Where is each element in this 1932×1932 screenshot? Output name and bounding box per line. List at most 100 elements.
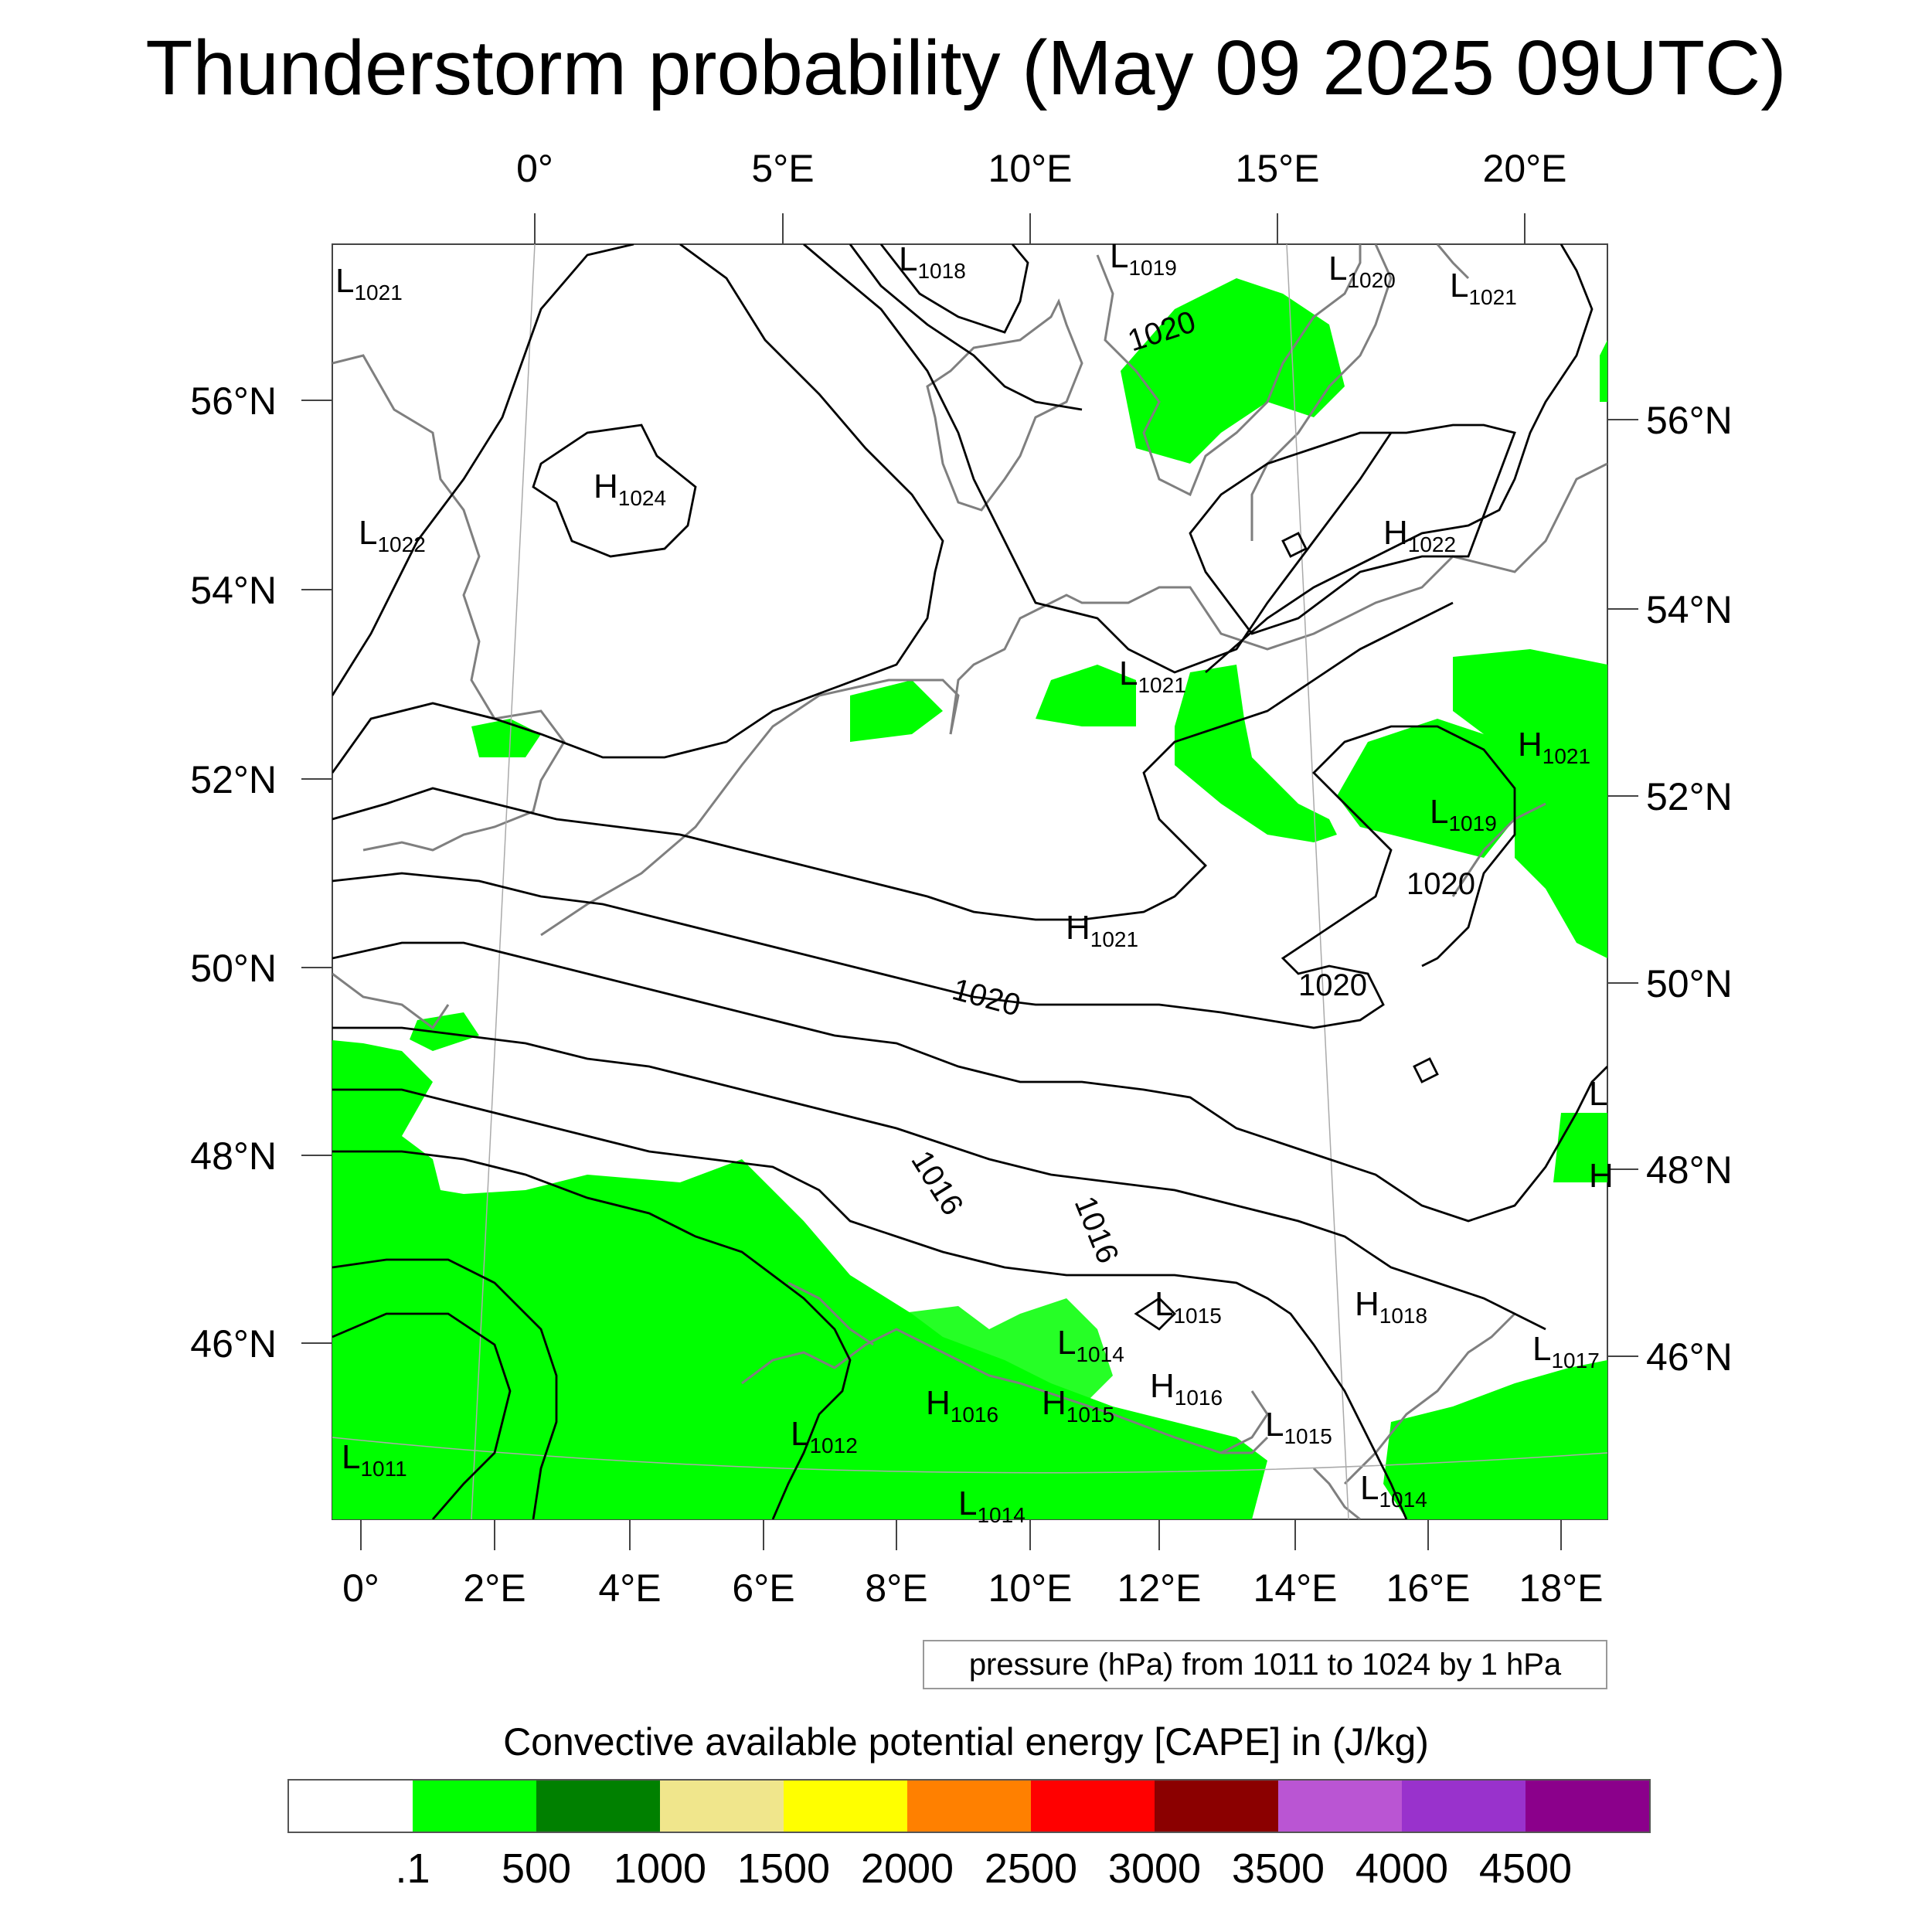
svg-text:L1015: L1015	[1265, 1406, 1332, 1448]
svg-text:L1022: L1022	[359, 514, 426, 556]
colorbar-label: 1000	[613, 1845, 707, 1892]
left-lat-label-48n: 48°N	[190, 1134, 277, 1178]
pressure-center-l1022-west: L1022	[359, 514, 426, 556]
colorbar-label: 500	[501, 1845, 572, 1892]
map-title: Thunderstorm probability (May 09 2025 09…	[145, 25, 1787, 111]
bottom-lon-label-12e: 12°E	[1117, 1566, 1202, 1610]
svg-text:H1015: H1015	[1042, 1384, 1114, 1427]
pressure-center-h-east-edge: H	[1589, 1157, 1614, 1195]
colorbar-swatch	[907, 1781, 1031, 1832]
pressure-center-l1017-se: L1017	[1532, 1330, 1600, 1372]
bottom-lon-label-4e: 4°E	[598, 1566, 661, 1610]
cape-areas	[332, 278, 1607, 1519]
svg-text:L: L	[1589, 1075, 1607, 1113]
pressure-center-h1018-east: H1018	[1355, 1285, 1427, 1328]
top-lon-label-15e: 15°E	[1236, 147, 1320, 190]
coastlines	[332, 244, 1607, 1519]
colorbar-label: 4500	[1478, 1845, 1573, 1892]
bottom-lon-label-16e: 16°E	[1386, 1566, 1471, 1610]
svg-text:H1024: H1024	[594, 468, 666, 510]
svg-text:H: H	[1589, 1157, 1614, 1195]
top-lon-labels: 0° 5°E 10°E 15°E 20°E	[516, 147, 1566, 190]
pressure-center-l1021-nw: L1021	[335, 262, 403, 304]
pressure-center-l1019-poland: L1019	[1430, 793, 1497, 835]
right-lat-label-54n: 54°N	[1646, 588, 1733, 631]
pressure-center-l1020-north: L1020	[1328, 250, 1396, 292]
pressure-center-h1016-alps-west: H1016	[926, 1384, 998, 1427]
pressure-center-h1015-alps: H1015	[1042, 1384, 1114, 1427]
svg-text:L1014: L1014	[958, 1485, 1026, 1527]
colorbar-swatch	[413, 1781, 536, 1832]
svg-text:L1021: L1021	[335, 262, 403, 304]
svg-text:L1012: L1012	[791, 1415, 858, 1458]
colorbar-swatch	[1526, 1781, 1649, 1832]
pressure-center-letter: L	[335, 262, 354, 300]
cape-area-poland	[1175, 665, 1337, 842]
right-lat-label-50n: 50°N	[1646, 962, 1733, 1005]
svg-text:H1022: H1022	[1383, 514, 1456, 556]
colorbar-label: .1	[395, 1845, 430, 1892]
colorbar-swatch	[1278, 1781, 1402, 1832]
left-lat-label-50n: 50°N	[190, 947, 277, 990]
right-lat-labels: 56°N 54°N 52°N 50°N 48°N 46°N	[1646, 399, 1733, 1379]
svg-text:L1021: L1021	[1119, 655, 1186, 697]
right-lat-label-48n: 48°N	[1646, 1148, 1733, 1192]
pressure-center-l1014-croatia: L1014	[1360, 1469, 1427, 1512]
pressure-center-l1021-germany: L1021	[1119, 655, 1186, 697]
colorbar-label: 4000	[1355, 1845, 1449, 1892]
pressure-center-l1014-italy: L1014	[958, 1485, 1026, 1527]
colorbar-label: 2000	[860, 1845, 954, 1892]
svg-text:L1019: L1019	[1110, 237, 1177, 280]
pressure-center-l1011-sw: L1011	[342, 1438, 407, 1481]
colorbar-label: 1500	[736, 1845, 831, 1892]
bottom-lon-label-18e: 18°E	[1519, 1566, 1604, 1610]
cape-area-alps-scatter	[896, 1298, 1113, 1406]
isobars	[332, 244, 1607, 1519]
svg-text:L1018: L1018	[899, 240, 966, 283]
cape-area-germany-north	[1036, 665, 1136, 726]
colorbar-swatch	[536, 1781, 660, 1832]
pressure-center-h1021-central: H1021	[1066, 909, 1138, 951]
cape-area-east-southeast	[1383, 1360, 1607, 1519]
colorbar-swatch	[660, 1781, 784, 1832]
top-lon-label-0: 0°	[516, 147, 553, 190]
svg-text:H1016: H1016	[1150, 1367, 1223, 1410]
cape-area-netherlands	[850, 680, 943, 742]
pressure-center-l1014-alps: L1014	[1057, 1324, 1124, 1366]
pressure-center-l1012-italy: L1012	[791, 1415, 858, 1458]
pressure-center-l1018-north: L1018	[899, 240, 966, 283]
pressure-center-h1016-alps-east: H1016	[1150, 1367, 1223, 1410]
svg-text:L1019: L1019	[1430, 793, 1497, 835]
svg-text:L1017: L1017	[1532, 1330, 1600, 1372]
tick-marks	[301, 213, 1638, 1550]
pressure-center-h1021-east: H1021	[1518, 726, 1590, 768]
pressure-center-l1019-north: L1019	[1110, 237, 1177, 280]
cape-area-sweden	[1121, 278, 1345, 464]
left-lat-label-56n: 56°N	[190, 379, 277, 423]
svg-text:H1018: H1018	[1355, 1285, 1427, 1328]
svg-text:L1011: L1011	[342, 1438, 407, 1481]
cape-area-france-north	[410, 1012, 479, 1051]
top-lon-label-20e: 20°E	[1483, 147, 1567, 190]
right-lat-label-46n: 46°N	[1646, 1335, 1733, 1379]
svg-text:H1021: H1021	[1066, 909, 1138, 951]
colorbar-swatch	[289, 1781, 413, 1832]
bottom-lon-label-6e: 6°E	[732, 1566, 794, 1610]
colorbar-swatch	[784, 1781, 907, 1832]
pressure-centers: L1021 L1018 L1019 L1020 L1021 H1024 L102…	[335, 237, 1614, 1527]
cape-area-east-edge-3	[1600, 340, 1607, 402]
left-lat-labels: 56°N 54°N 52°N 50°N 48°N 46°N	[190, 379, 277, 1366]
bottom-lon-labels: 0° 2°E 4°E 6°E 8°E 10°E 12°E 14°E 16°E 1…	[342, 1566, 1603, 1610]
colorbar-labels: .1 500 1000 1500 2000 2500 3000 3500 400…	[0, 1844, 1932, 1898]
left-lat-label-54n: 54°N	[190, 569, 277, 612]
cape-area-southwest	[332, 1040, 1267, 1519]
contour-info-box: pressure (hPa) from 1011 to 1024 by 1 hP…	[923, 1640, 1607, 1689]
bottom-lon-label-10e: 10°E	[988, 1566, 1073, 1610]
colorbar	[287, 1779, 1651, 1833]
isobar-label: 1020	[1298, 968, 1367, 1002]
right-lat-label-52n: 52°N	[1646, 775, 1733, 818]
svg-text:L1020: L1020	[1328, 250, 1396, 292]
svg-text:H1016: H1016	[926, 1384, 998, 1427]
svg-text:L1014: L1014	[1057, 1324, 1124, 1366]
